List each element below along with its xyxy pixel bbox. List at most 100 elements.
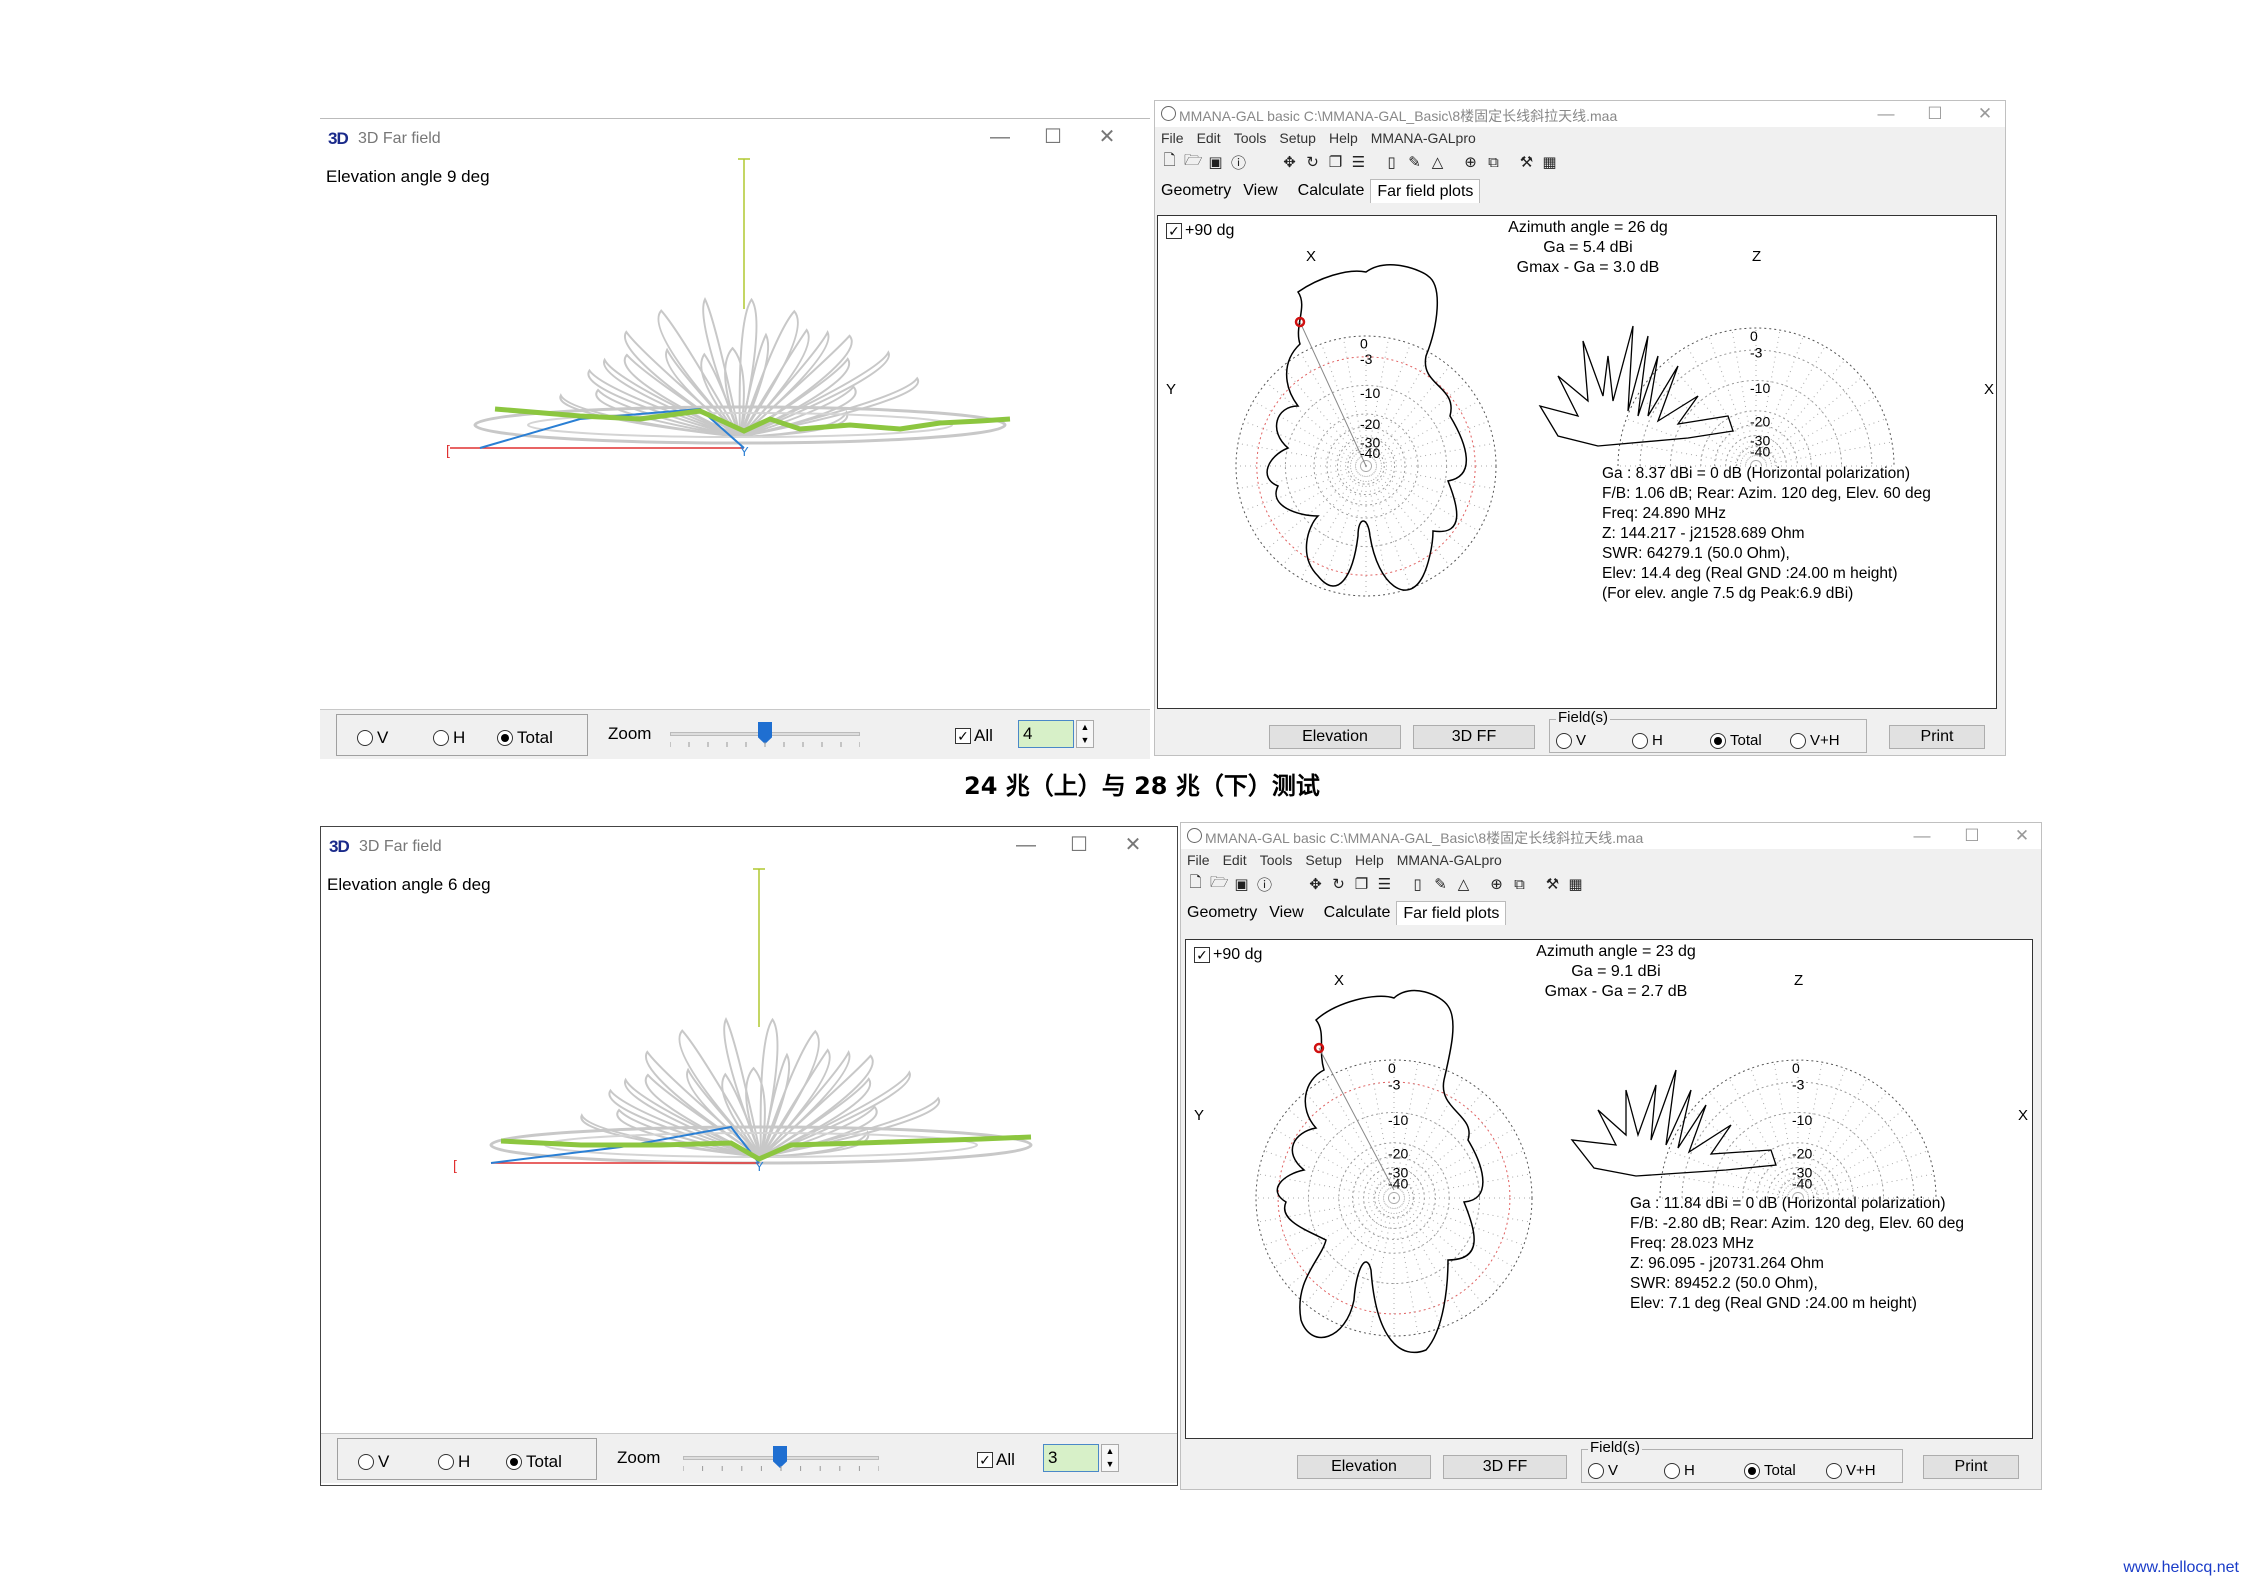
tab-far-field-plots[interactable]: Far field plots	[1370, 179, 1481, 203]
maximize-button[interactable]: ☐	[1964, 826, 1980, 845]
target-icon[interactable]: ⊕	[1464, 154, 1477, 171]
save-icon[interactable]: ▣	[1208, 154, 1223, 171]
rotate-icon[interactable]: ↻	[1332, 876, 1345, 893]
field-v[interactable]: V	[1588, 1462, 1618, 1479]
calculator-icon[interactable]: ▦	[1542, 154, 1557, 171]
step-input[interactable]: 4	[1018, 720, 1074, 748]
close-button[interactable]: ✕	[1977, 104, 1993, 123]
radio-v[interactable]: V	[358, 1452, 389, 1472]
minimize-button[interactable]: —	[1913, 826, 1931, 845]
x-axis-marker: [	[453, 1157, 457, 1173]
duplicate-icon[interactable]: ⧉	[1488, 153, 1499, 171]
field-total[interactable]: Total	[1744, 1462, 1796, 1479]
field-vh[interactable]: V+H	[1790, 732, 1840, 749]
radio-h[interactable]: H	[433, 728, 465, 748]
draw-icon[interactable]: ✎	[1408, 154, 1421, 171]
tab-far-field-plots[interactable]: Far field plots	[1396, 901, 1507, 925]
rotate-icon[interactable]: ↻	[1306, 154, 1319, 171]
menu-help[interactable]: Help	[1328, 130, 1358, 146]
plus90-checkbox[interactable]: ✓ +90 dg	[1166, 222, 1234, 240]
tab-geometry[interactable]: Geometry	[1187, 904, 1258, 921]
minimize-button[interactable]: —	[990, 126, 1010, 148]
tab-geometry[interactable]: Geometry	[1161, 182, 1232, 199]
menu-setup[interactable]: Setup	[1305, 852, 1342, 868]
copy-element-icon[interactable]: ❐	[1354, 876, 1369, 893]
field-v[interactable]: V	[1556, 732, 1586, 749]
print-button[interactable]: Print	[1923, 1455, 2019, 1479]
maximize-button[interactable]: ☐	[1044, 126, 1062, 148]
all-checkbox[interactable]: ✓ All	[977, 1450, 1015, 1470]
grid-spoke	[1626, 418, 1757, 467]
minimize-button[interactable]: —	[1016, 834, 1036, 856]
3d-pattern-view[interactable]: [ Y	[321, 827, 1179, 1427]
split-icon[interactable]: ☰	[1377, 876, 1392, 893]
close-button[interactable]: ✕	[1098, 126, 1116, 148]
radio-total[interactable]: Total	[497, 728, 553, 748]
open-file-icon[interactable]: 🗁	[1184, 151, 1203, 169]
zoom-slider-thumb[interactable]	[773, 1446, 787, 1468]
plus90-checkbox[interactable]: ✓ +90 dg	[1194, 946, 1262, 964]
maximize-button[interactable]: ☐	[1070, 834, 1088, 856]
field-total[interactable]: Total	[1710, 732, 1762, 749]
menu-mmana-galpro[interactable]: MMANA-GALpro	[1396, 852, 1502, 868]
menu-tools[interactable]: Tools	[1233, 130, 1267, 146]
print-button[interactable]: Print	[1889, 725, 1985, 749]
tab-calculate[interactable]: Calculate	[1323, 904, 1391, 921]
info-icon[interactable]: ⓘ	[1230, 154, 1246, 172]
all-checkbox[interactable]: ✓ All	[955, 726, 993, 746]
open-file-icon[interactable]: 🗁	[1210, 873, 1229, 891]
save-icon[interactable]: ▣	[1234, 876, 1249, 893]
minimize-button[interactable]: —	[1877, 104, 1895, 123]
3d-ff-button[interactable]: 3D FF	[1443, 1455, 1567, 1479]
tab-view[interactable]: View	[1243, 182, 1278, 199]
zoom-ticks	[683, 1466, 879, 1471]
tools-icon[interactable]: ⚒	[1545, 876, 1560, 893]
step-spinner[interactable]: ▲ ▼	[1101, 1444, 1119, 1472]
new-file-icon[interactable]: 🗋	[1189, 873, 1202, 891]
menu-help[interactable]: Help	[1354, 852, 1384, 868]
page-icon[interactable]: ▯	[1387, 154, 1396, 171]
menu-file[interactable]: File	[1187, 852, 1210, 868]
menu-setup[interactable]: Setup	[1279, 130, 1316, 146]
field-h[interactable]: H	[1664, 1462, 1695, 1479]
menu-mmana-galpro[interactable]: MMANA-GALpro	[1370, 130, 1476, 146]
move-icon[interactable]: ✥	[1283, 154, 1296, 171]
calculator-icon[interactable]: ▦	[1568, 876, 1583, 893]
menu-file[interactable]: File	[1161, 130, 1184, 146]
menu-edit[interactable]: Edit	[1222, 852, 1247, 868]
new-file-icon[interactable]: 🗋	[1163, 151, 1176, 169]
close-button[interactable]: ✕	[2014, 826, 2030, 845]
elevation-button[interactable]: Elevation	[1269, 725, 1401, 749]
axis-x-label-el: X	[1984, 381, 1994, 398]
close-button[interactable]: ✕	[1124, 834, 1142, 856]
maximize-button[interactable]: ☐	[1927, 104, 1943, 123]
radio-v[interactable]: V	[357, 728, 388, 748]
draw-icon[interactable]: ✎	[1434, 876, 1447, 893]
3d-ff-button[interactable]: 3D FF	[1413, 725, 1535, 749]
radio-total[interactable]: Total	[506, 1452, 562, 1472]
tools-icon[interactable]: ⚒	[1519, 154, 1534, 171]
site-url[interactable]: www.hellocq.net	[2123, 1559, 2239, 1576]
page-icon[interactable]: ▯	[1413, 876, 1422, 893]
target-icon[interactable]: ⊕	[1490, 876, 1503, 893]
split-icon[interactable]: ☰	[1351, 154, 1366, 171]
field-v-dot	[1588, 1462, 1604, 1479]
menu-tools[interactable]: Tools	[1259, 852, 1293, 868]
triangle-icon[interactable]: △	[1457, 876, 1470, 893]
tab-calculate[interactable]: Calculate	[1297, 182, 1365, 199]
copy-element-icon[interactable]: ❐	[1328, 154, 1343, 171]
zoom-slider-thumb[interactable]	[758, 722, 772, 744]
3d-pattern-view[interactable]: [ Y	[320, 119, 1150, 709]
move-icon[interactable]: ✥	[1309, 876, 1322, 893]
tab-view[interactable]: View	[1269, 904, 1304, 921]
elevation-button[interactable]: Elevation	[1297, 1455, 1431, 1479]
radio-h[interactable]: H	[438, 1452, 470, 1472]
step-spinner[interactable]: ▲ ▼	[1076, 720, 1094, 748]
duplicate-icon[interactable]: ⧉	[1514, 875, 1525, 893]
triangle-icon[interactable]: △	[1431, 154, 1444, 171]
info-icon[interactable]: ⓘ	[1256, 876, 1272, 894]
field-vh[interactable]: V+H	[1826, 1462, 1876, 1479]
field-h[interactable]: H	[1632, 732, 1663, 749]
step-input[interactable]: 3	[1043, 1444, 1099, 1472]
menu-edit[interactable]: Edit	[1196, 130, 1221, 146]
